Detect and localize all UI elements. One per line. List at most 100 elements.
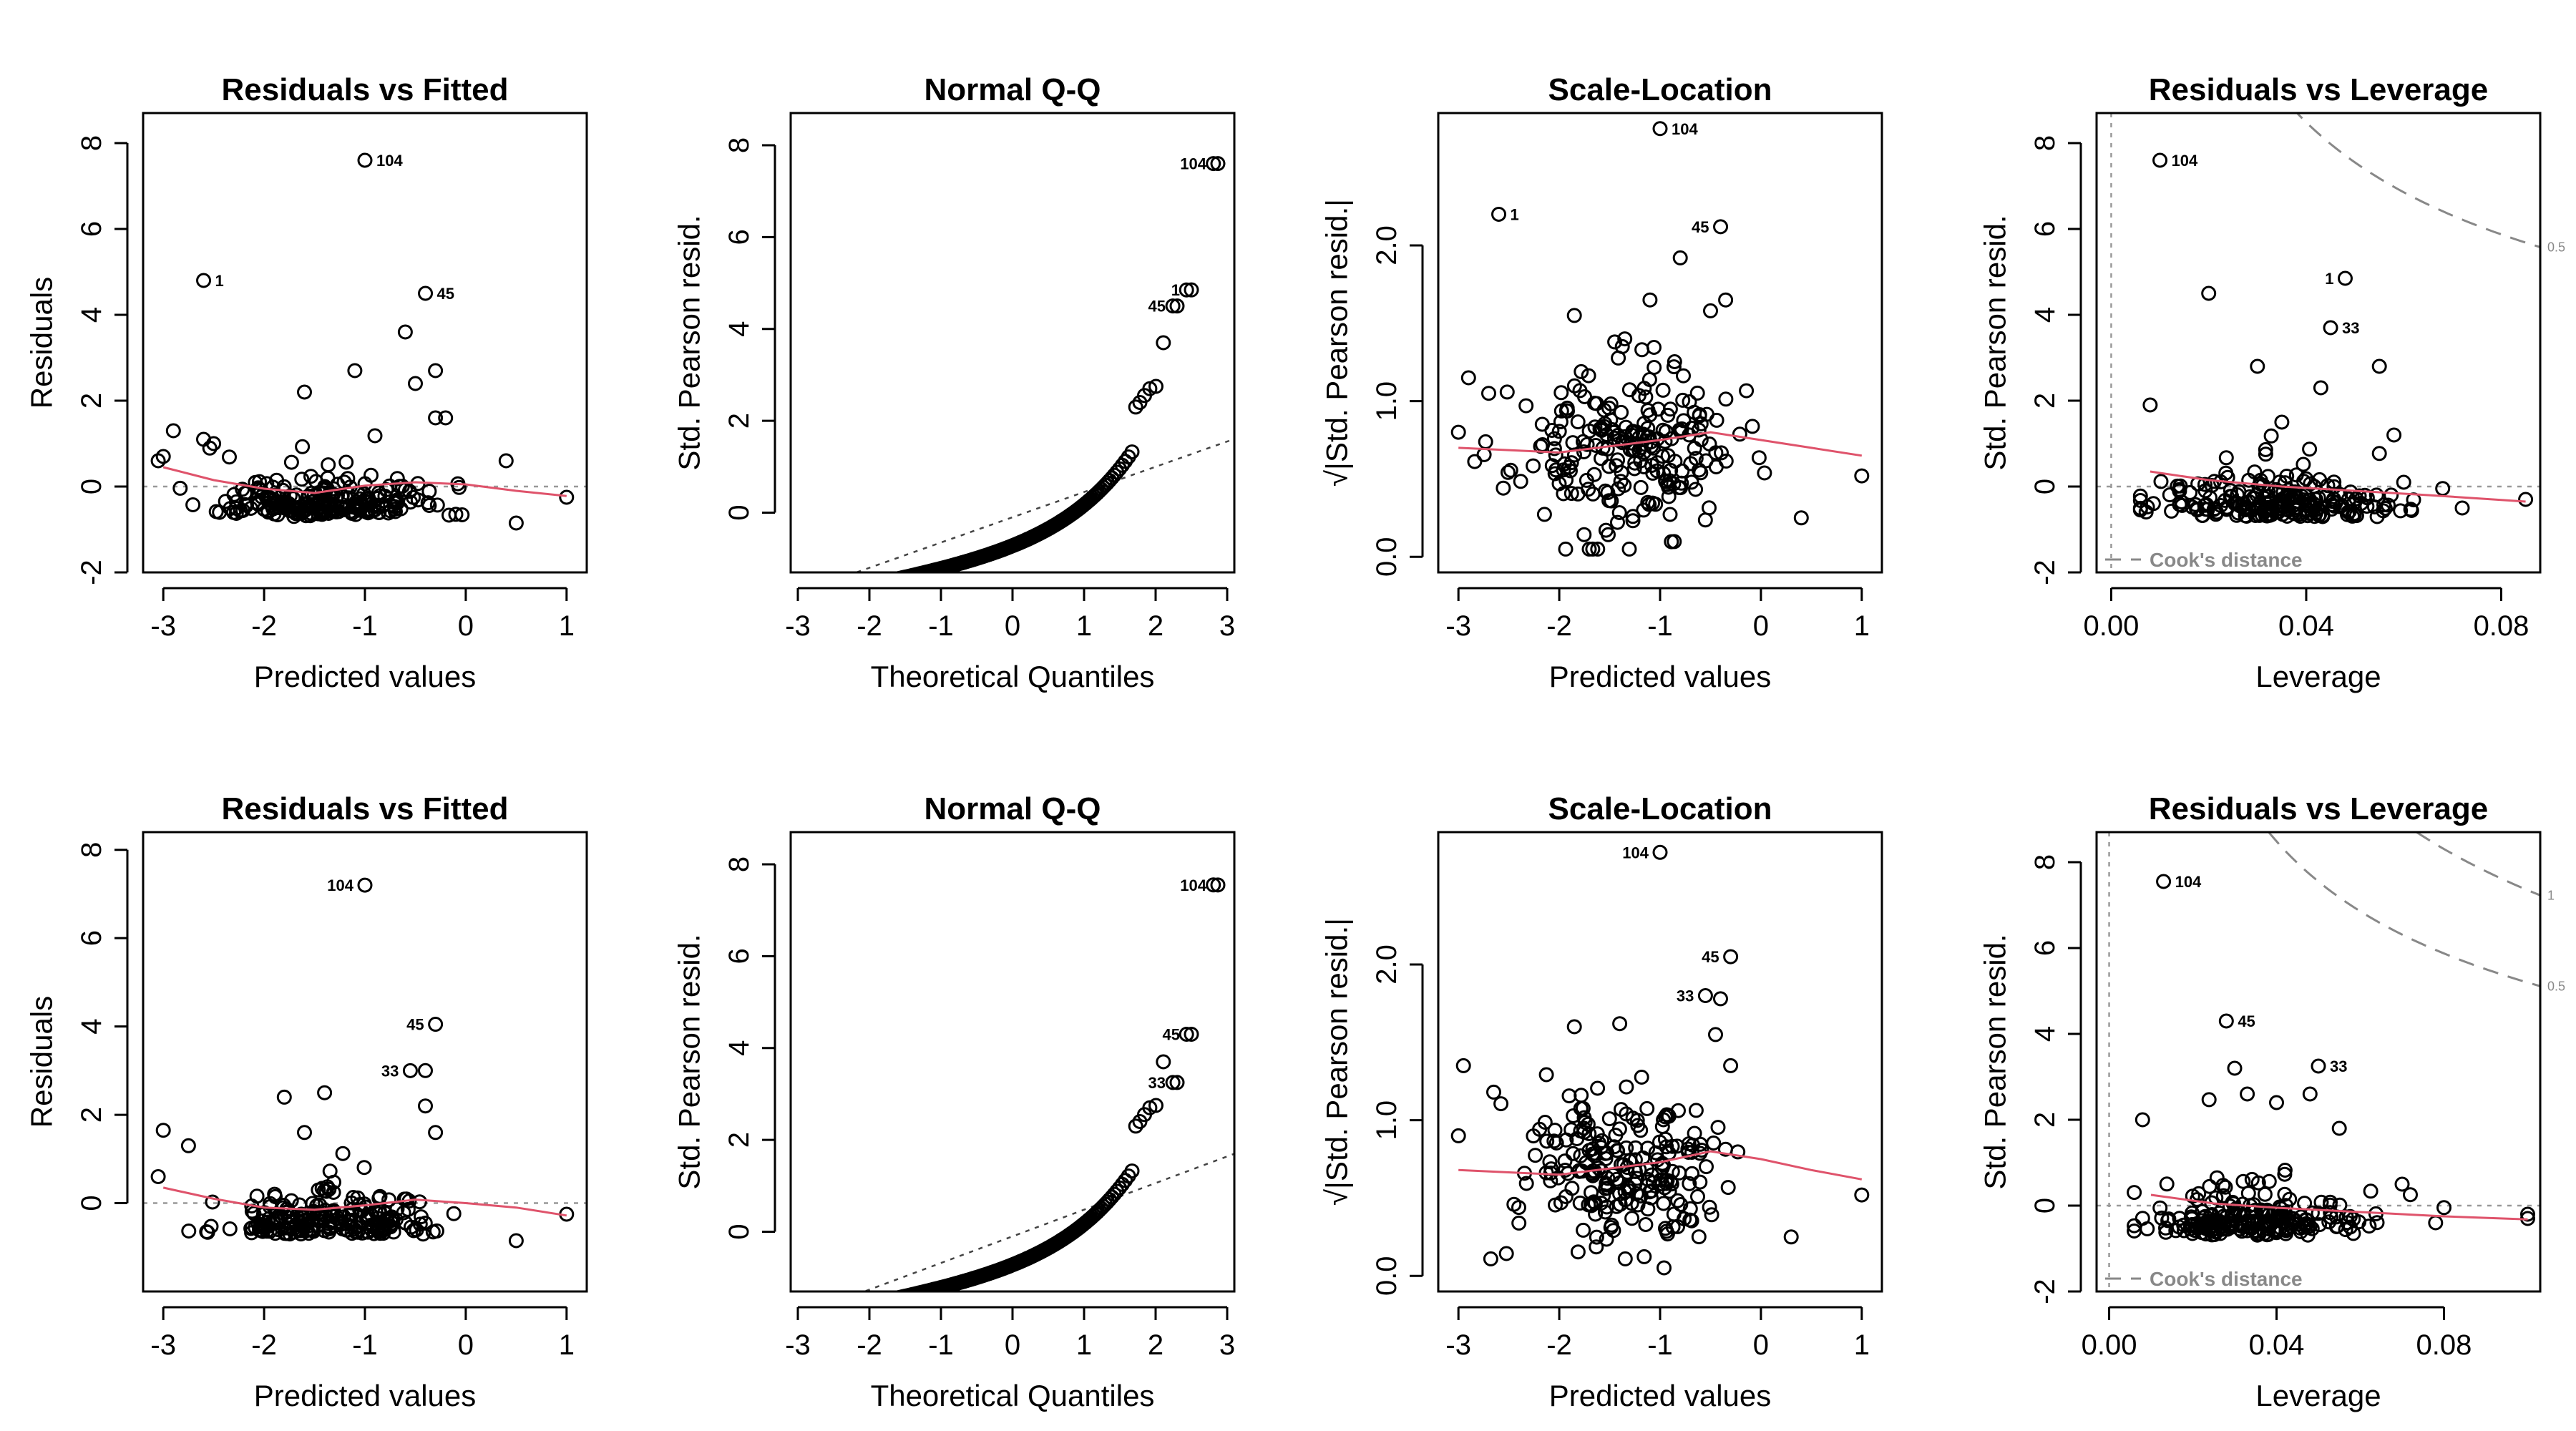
data-point [2325,494,2341,509]
data-point [2201,1092,2217,1108]
panel-8: Residuals vs Leverage 0.00 0.04 0.08 Leverag… [1979,791,2566,1412]
data-point [887,573,899,586]
data-point [855,1299,868,1312]
data-point [1574,363,1589,379]
data-point [2209,1170,2225,1186]
data-point [309,1198,325,1213]
data-point [1599,1199,1614,1215]
data-point [253,1219,268,1235]
data-point [388,504,403,519]
data-point [1493,1096,1509,1112]
data-point [389,471,405,487]
data-point [1672,250,1688,265]
data-point [2302,1086,2318,1102]
y-tick-label: -2 [76,560,107,585]
point-label: 104 [2175,873,2202,891]
data-point [446,1206,462,1221]
y-axis-label: Std. Pearson resid. [673,934,706,1189]
y-tick-label: 4 [76,1018,107,1034]
data-point [2403,1187,2418,1203]
plot-area [854,156,1234,589]
data-point [1670,1218,1685,1234]
labeled-data-point [2156,874,2172,889]
data-point [2454,500,2470,516]
data-point [892,571,900,572]
data-point [1720,1180,1736,1196]
data-point [1561,1088,1577,1104]
cooks-distance-contour [2296,113,2540,248]
plot-area [855,877,1234,1312]
data-point [1614,338,1630,354]
data-point [180,1138,196,1153]
data-point [336,502,351,517]
data-point [222,1221,238,1236]
data-point [2261,1173,2277,1189]
data-point [295,439,311,454]
data-point [316,1183,332,1198]
data-point [2161,1211,2177,1227]
data-point [2187,497,2203,512]
data-point [2205,1222,2220,1238]
data-point [1674,475,1689,491]
data-point [386,1224,401,1240]
data-point [1639,1100,1655,1116]
data-point [2302,441,2318,457]
data-point [1718,391,1734,407]
y-axis-label: Std. Pearson resid. [1979,215,2012,470]
data-point [2132,493,2148,508]
x-tick-label: 0 [458,1329,474,1361]
data-point [2250,358,2265,374]
plot-frame [789,831,1236,1293]
data-point [1581,368,1596,384]
x-axis-label: Theoretical Quantiles [871,660,1155,693]
data-point [303,469,318,484]
data-point [1691,422,1707,438]
labeled-data-point [1652,844,1668,860]
data-point [1682,1176,1697,1191]
data-point [270,499,286,515]
data-point [1124,444,1140,460]
data-point [448,507,464,522]
data-point [1179,282,1194,298]
y-tick-label: 2 [723,413,755,429]
plot-frame [1437,831,1883,1293]
data-point [1501,464,1516,480]
data-point [1613,474,1629,489]
data-point [2152,1200,2168,1216]
y-tick-label: 6 [2029,221,2061,237]
x-tick-label: 0.04 [2278,610,2334,642]
data-point [1558,1132,1574,1148]
data-point [2240,1086,2255,1102]
data-point [2343,1219,2358,1235]
point-label: 45 [406,1016,424,1034]
data-point [1481,386,1496,401]
data-point [428,410,444,426]
data-point [2257,1186,2273,1202]
data-point [2386,427,2402,443]
point-label: 104 [2172,152,2198,170]
labeled-data-point [402,1063,418,1078]
data-point [2269,1095,2284,1110]
panel-title: Scale-Location [1548,791,1772,826]
data-point [1655,449,1670,464]
data-point [1611,433,1626,448]
data-point [2289,500,2305,516]
labeled-data-point [1652,121,1668,137]
data-point [2293,1224,2308,1239]
data-point [2369,1215,2385,1231]
y-tick-label: 0 [76,479,107,494]
labeled-data-point [1723,949,1739,964]
point-label: 45 [1148,298,1166,316]
y-tick-label: 8 [2029,854,2061,870]
data-point [874,1295,887,1308]
plot-frame [142,112,588,574]
point-label: 104 [1672,120,1698,138]
x-tick-label: 0 [1005,1329,1020,1361]
point-label: 104 [1180,155,1206,173]
data-point [286,500,302,515]
panel-title: Normal Q-Q [924,72,1101,107]
y-axis-label: Residuals [25,996,59,1128]
data-point [874,576,887,589]
x-axis-label: Predicted values [1549,1379,1772,1412]
data-point [2357,487,2373,503]
